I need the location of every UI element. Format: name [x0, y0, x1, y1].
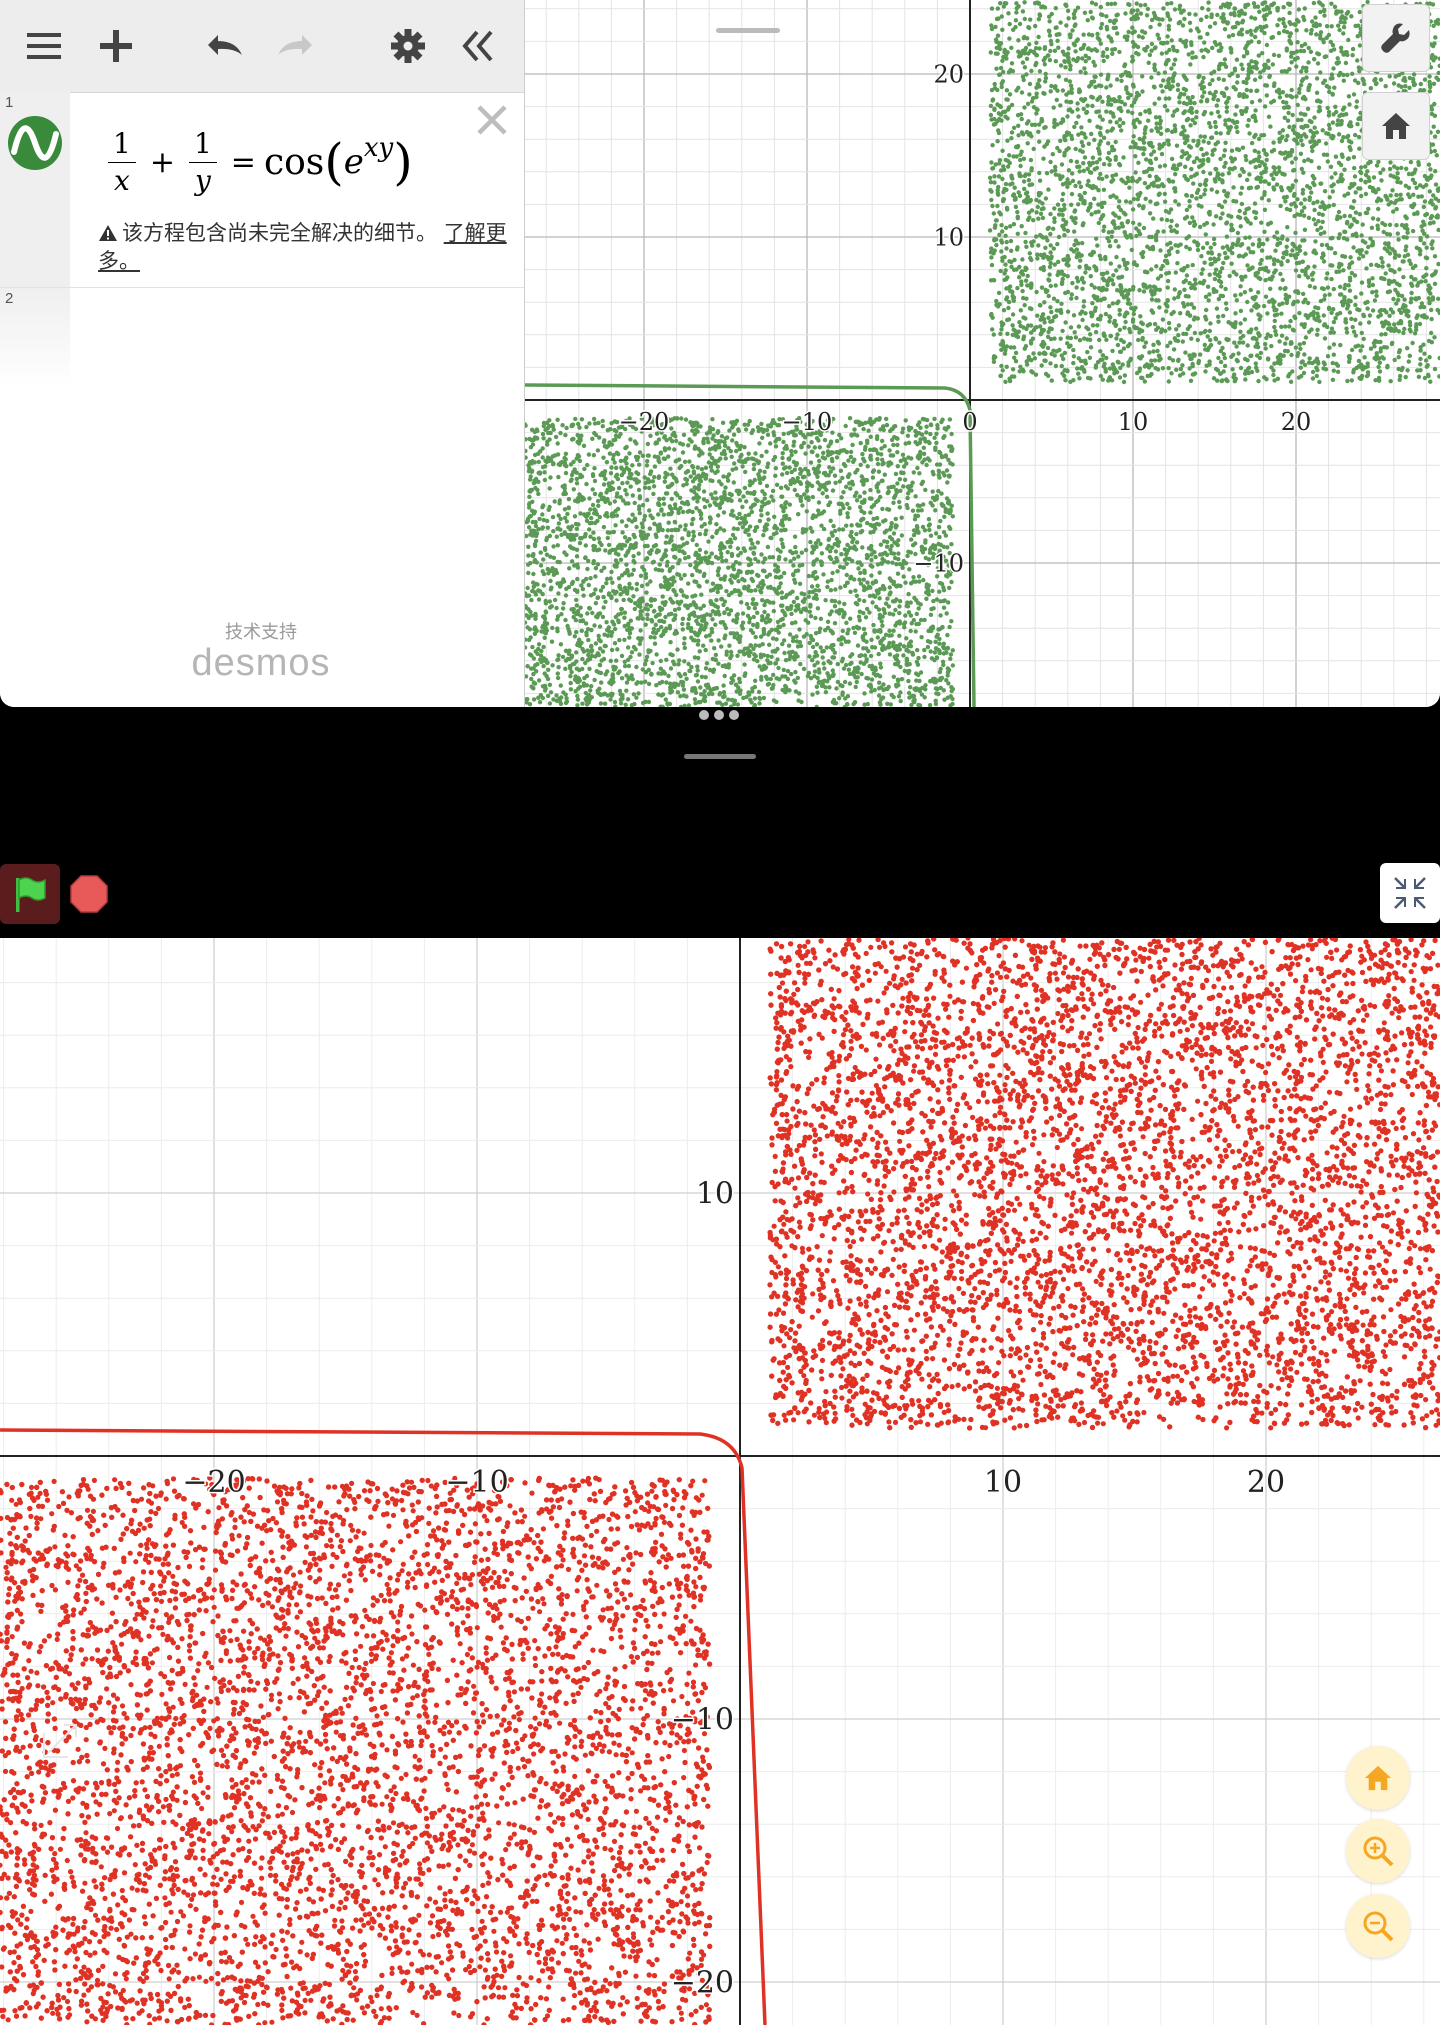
warning-icon: [99, 225, 117, 241]
numerator: 1: [108, 129, 136, 163]
shrink-arrows-icon: [1394, 877, 1426, 909]
x-tick-label: 10: [984, 1465, 1022, 1500]
y-tick-label: 10: [933, 223, 964, 251]
denominator: x: [109, 163, 135, 195]
plus-icon: [100, 30, 132, 62]
desmos-window: 1 1 x + 1 y = cos ( e: [0, 0, 1440, 707]
collapse-panel-button[interactable]: [452, 20, 504, 72]
x-tick-label: 0: [962, 408, 977, 436]
desmos-logo: desmos: [186, 644, 336, 682]
y-tick-label: 10: [696, 1177, 734, 1212]
learn-more-link[interactable]: 了解更多。: [98, 221, 507, 273]
x-tick-label: −10: [445, 1465, 508, 1500]
delete-expression-button[interactable]: [472, 100, 512, 140]
numerator: 1: [188, 129, 217, 163]
default-viewport-button[interactable]: [1362, 92, 1430, 160]
expression-index: 1: [5, 94, 13, 111]
x-tick-label: −10: [782, 408, 833, 436]
expression-toolbar: [0, 0, 524, 93]
powered-by-label: 技术支持: [186, 618, 336, 644]
y-tick-label: −10: [671, 1703, 734, 1738]
home-icon: [1364, 1765, 1392, 1791]
x-tick-label: 20: [1247, 1465, 1285, 1500]
fullscreen-icon[interactable]: [36, 1715, 86, 1765]
denominator: y: [190, 163, 216, 195]
reset-view-button[interactable]: [1346, 1746, 1410, 1810]
y-tick-label: −20: [671, 1966, 734, 2001]
undo-button[interactable]: [198, 20, 250, 72]
close-icon: [477, 105, 507, 135]
graph-canvas-top[interactable]: −20 −10 0 10 20 20 10 −10: [525, 0, 1440, 707]
x-tick-label: 10: [1118, 408, 1149, 436]
graph-settings-button[interactable]: [1362, 4, 1430, 72]
add-expression-button[interactable]: [90, 20, 142, 72]
y-tick-label: 20: [933, 60, 964, 88]
stage-window: −20 −10 10 20 10 −10 −20: [0, 723, 1440, 2025]
expression-item-2[interactable]: 2: [0, 288, 524, 388]
expression-index: 2: [5, 290, 13, 307]
expression-item-1[interactable]: 1 1 x + 1 y = cos ( e: [0, 92, 524, 288]
graph-canvas-bottom[interactable]: −20 −10 10 20 10 −10 −20: [0, 938, 1440, 2025]
curve-group: [0, 1428, 767, 2025]
expression-warning: 该方程包含尚未完全解决的细节。 了解更多。: [98, 219, 522, 275]
equals-operator: =: [231, 145, 256, 180]
equation-curve: [525, 383, 976, 707]
equation-curve: [0, 1428, 767, 2025]
window-grab-bar[interactable]: [716, 28, 780, 33]
hamburger-menu-icon: [27, 33, 61, 59]
expression-math[interactable]: 1 x + 1 y = cos ( e xy ): [104, 122, 413, 202]
stop-icon: [70, 875, 108, 913]
function-name: cos: [264, 142, 324, 183]
split-view-divider[interactable]: [693, 708, 745, 722]
undo-icon: [208, 35, 242, 55]
redo-button[interactable]: [270, 20, 322, 72]
graph-color-toggle-icon[interactable]: [8, 116, 62, 170]
green-flag-button[interactable]: [0, 864, 60, 924]
wrench-icon: [1381, 23, 1410, 53]
zoom-out-icon: [1363, 1911, 1394, 1942]
tick-labels: −20 −10 0 10 20 20 10 −10: [617, 59, 1313, 579]
project-stage[interactable]: −20 −10 10 20 10 −10 −20: [0, 938, 1440, 2025]
expression-gutter: 2: [0, 288, 70, 388]
expand-arrow-icon: [43, 1724, 77, 1758]
plus-operator: +: [150, 145, 175, 180]
close-paren: ): [393, 137, 413, 187]
desmos-credit[interactable]: 技术支持 desmos: [186, 618, 336, 682]
stop-button[interactable]: [70, 875, 108, 913]
y-tick-label: −10: [913, 549, 964, 577]
tick-labels: −20 −10 10 20 10 −10 −20: [181, 1175, 1287, 2002]
curve-group: [525, 383, 976, 707]
base-e: e: [344, 142, 364, 182]
green-flag-icon: [16, 877, 46, 912]
warning-text: 该方程包含尚未完全解决的细节。: [122, 221, 437, 245]
zoom-out-button[interactable]: [1346, 1894, 1410, 1958]
exponent: xy: [364, 133, 393, 163]
window-grab-bar[interactable]: [684, 754, 756, 759]
expression-list-panel: 1 1 x + 1 y = cos ( e: [0, 0, 525, 707]
open-paren: (: [324, 137, 344, 187]
fraction-1-over-y: 1 y: [188, 129, 217, 195]
exit-fullscreen-button[interactable]: [1380, 863, 1440, 923]
gear-icon: [391, 29, 425, 63]
x-tick-label: −20: [619, 408, 670, 436]
settings-button[interactable]: [382, 20, 434, 72]
expression-gutter: 1: [0, 92, 70, 287]
x-tick-label: −20: [182, 1465, 245, 1500]
fraction-1-over-x: 1 x: [108, 129, 136, 195]
menu-button[interactable]: [18, 20, 70, 72]
redo-icon: [278, 35, 312, 55]
home-icon: [1382, 113, 1410, 139]
x-tick-label: 20: [1281, 408, 1312, 436]
graph-paper-top[interactable]: −20 −10 0 10 20 20 10 −10: [525, 0, 1440, 707]
solution-scatter: [525, 0, 1440, 707]
zoom-in-icon: [1363, 1836, 1394, 1867]
double-chevron-left-icon: [462, 30, 493, 62]
solution-scatter: [0, 938, 1440, 2025]
zoom-in-button[interactable]: [1346, 1819, 1410, 1883]
